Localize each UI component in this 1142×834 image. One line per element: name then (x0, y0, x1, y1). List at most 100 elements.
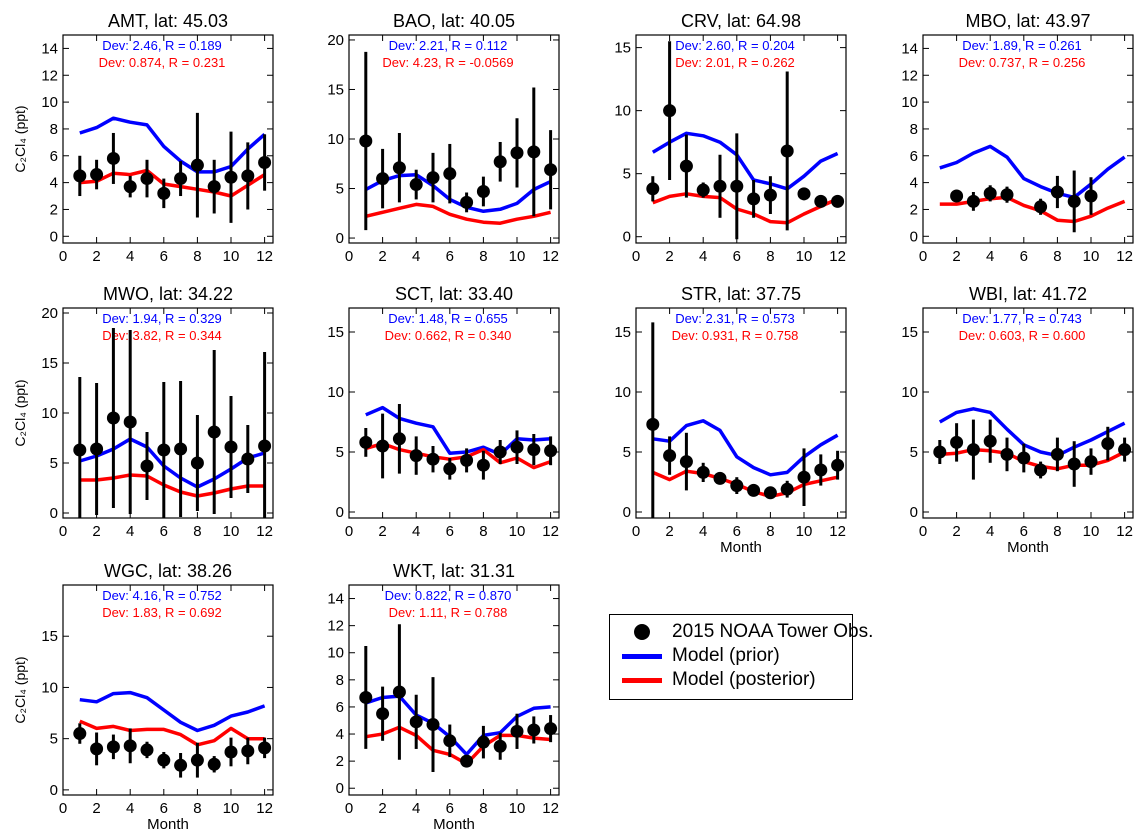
obs-point (510, 146, 524, 160)
obs-point (544, 163, 558, 177)
panel-2: CRV, lat: 64.98 0 2 4 6 8 10 12 0 5 10 15 Dev: 2.60,… (614, 11, 847, 265)
prior-series-line (79, 116, 266, 174)
panel-title: BAO, lat: 40.05 (393, 11, 515, 31)
obs-point (983, 186, 997, 200)
obs-point (679, 455, 693, 469)
obs-point (392, 161, 406, 175)
plot-frame (922, 34, 1134, 244)
x-tick-label: 6 (160, 800, 168, 817)
obs-point (527, 145, 541, 159)
prior-series-line (652, 419, 839, 477)
stat-annotation-1: Dev: 0.737, R = 0.256 (959, 55, 1086, 70)
obs-point (510, 440, 524, 454)
x-tick-label: 6 (1020, 523, 1028, 540)
x-tick-label: 2 (92, 248, 100, 265)
x-tick-label: 4 (126, 523, 134, 540)
obs-point (174, 442, 188, 456)
obs-point (1000, 188, 1014, 202)
x-tick-label: 2 (952, 523, 960, 540)
obs-point (1017, 451, 1031, 465)
prior-series-line (365, 405, 551, 457)
obs-point (157, 443, 171, 457)
obs-point (1050, 185, 1064, 199)
obs-point (359, 690, 373, 704)
obs-marker-icon (634, 624, 650, 640)
stat-annotation-0: Dev: 1.77, R = 0.743 (962, 311, 1082, 326)
obs-point (426, 718, 440, 732)
stat-annotation-1: Dev: 4.23, R = -0.0569 (382, 55, 513, 70)
panel-1: BAO, lat: 40.05 0 2 4 6 8 10 12 0 5 10 15 20 Dev: 2.2… (327, 11, 560, 265)
y-tick-label: 14 (41, 40, 58, 57)
y-axis-label: C₂Cl₄ (ppt) (12, 379, 28, 446)
obs-point (376, 172, 390, 186)
obs-point (207, 180, 221, 194)
prior-line-icon (622, 653, 662, 659)
obs-point (392, 432, 406, 446)
panel-title: WKT, lat: 31.31 (393, 561, 515, 581)
y-tick-label: 0 (50, 782, 58, 799)
panel-8: WGC, lat: 38.26 0 2 4 6 8 10 12 0 5 10 15 C₂Cl₄ (ppt… (12, 561, 274, 833)
obs-point (241, 744, 255, 758)
plot-frame (348, 584, 560, 796)
plot-frame (62, 584, 274, 796)
panel-title: WBI, lat: 41.72 (969, 284, 1087, 304)
obs-point (241, 452, 255, 466)
obs-point (190, 753, 204, 767)
obs-point (258, 155, 272, 169)
y-tick-label: 10 (327, 384, 344, 401)
x-tick-label: 4 (412, 800, 420, 817)
obs-point (814, 463, 828, 477)
posterior-series-line (652, 192, 839, 225)
x-tick-label: 12 (542, 248, 559, 265)
x-tick-label: 6 (446, 248, 454, 265)
stat-annotation-0: Dev: 1.48, R = 0.655 (388, 311, 508, 326)
x-tick-label: 10 (796, 523, 813, 540)
obs-point (1067, 457, 1081, 471)
y-tick-label: 4 (336, 726, 344, 743)
x-tick-label: 12 (256, 248, 273, 265)
posterior-series-line (365, 202, 552, 225)
posterior-series-line (79, 719, 265, 747)
y-tick-label: 10 (327, 131, 344, 148)
obs-point (831, 194, 845, 208)
x-tick-label: 6 (446, 523, 454, 540)
y-tick-label: 5 (50, 731, 58, 748)
x-tick-label: 4 (126, 248, 134, 265)
y-tick-label: 15 (901, 324, 918, 341)
obs-point (376, 439, 390, 453)
x-tick-label: 10 (509, 800, 526, 817)
y-tick-label: 15 (327, 324, 344, 341)
x-tick-label: 4 (412, 523, 420, 540)
legend-item-prior: Model (prior) (620, 645, 780, 667)
legend-item-obs: 2015 NOAA Tower Obs. (620, 621, 873, 643)
obs-point (730, 479, 744, 493)
panel-title: AMT, lat: 45.03 (108, 11, 228, 31)
prior-series-line (79, 690, 266, 733)
obs-point (106, 740, 120, 754)
obs-point (174, 758, 188, 772)
obs-point (392, 685, 406, 699)
obs-point (510, 724, 524, 738)
x-tick-label: 12 (829, 523, 846, 540)
panel-title: MWO, lat: 34.22 (103, 284, 233, 304)
x-tick-label: 8 (766, 248, 774, 265)
obs-point (713, 179, 727, 193)
x-tick-label: 8 (766, 523, 774, 540)
x-tick-label: 0 (632, 523, 640, 540)
x-tick-label: 4 (412, 248, 420, 265)
obs-point (747, 192, 761, 206)
obs-point (90, 442, 104, 456)
panel-title: SCT, lat: 33.40 (395, 284, 513, 304)
obs-point (73, 727, 87, 741)
obs-point (460, 754, 474, 768)
obs-point (258, 439, 272, 453)
y-tick-label: 10 (901, 384, 918, 401)
obs-point (123, 415, 137, 429)
y-tick-label: 14 (901, 40, 918, 57)
obs-point (966, 443, 980, 457)
posterior-series-line (652, 469, 838, 499)
y-tick-label: 0 (910, 504, 918, 521)
x-tick-label: 8 (193, 800, 201, 817)
obs-point (950, 189, 964, 203)
x-tick-label: 2 (665, 248, 673, 265)
